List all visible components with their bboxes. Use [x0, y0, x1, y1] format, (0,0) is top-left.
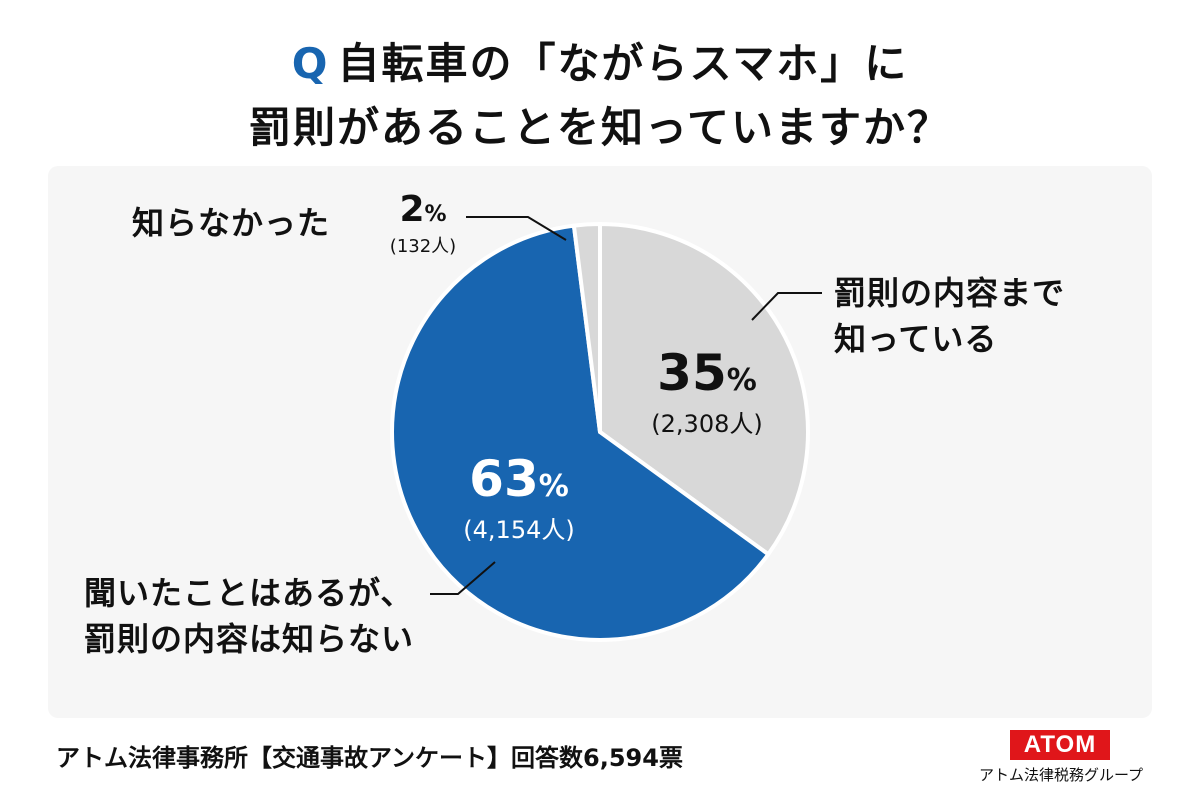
label-knows-penalty-line2: 知っている — [834, 320, 998, 358]
leader-line-knows-penalty — [751, 292, 822, 321]
pie-slice-heard-not-details — [390, 223, 771, 642]
percent-sign: % — [726, 363, 757, 398]
percent-sign: % — [538, 469, 569, 504]
label-heard-line1: 聞いたことはあるが、 — [84, 574, 414, 612]
atom-logo-subtitle: アトム法律税務グループ — [978, 766, 1144, 784]
leader-line-did-not-know — [466, 216, 567, 241]
pie-slice-did-not-know — [571, 221, 602, 434]
data-label-did-not-know: 2% (132人) — [368, 190, 478, 259]
label-did-not-know: 知らなかった — [132, 200, 330, 246]
percent-value-35: 35 — [657, 344, 727, 402]
label-did-not-know-line1: 知らなかった — [132, 204, 331, 242]
leader-line-heard-not-details — [430, 561, 496, 595]
question-mark-q: Q — [291, 39, 330, 88]
label-knows-penalty: 罰則の内容まで 知っている — [834, 270, 1065, 362]
atom-logo: ATOM — [1010, 730, 1110, 760]
pie-slice-knows-penalty — [598, 222, 810, 557]
percent-sign: % — [424, 202, 447, 227]
percent-value-63: 63 — [469, 450, 539, 508]
label-knows-penalty-line1: 罰則の内容まで — [834, 274, 1066, 312]
percent-value-2: 2 — [399, 189, 425, 230]
chart-title-line2: 罰則があることを知っていますか？ — [249, 103, 951, 152]
source-footnote: アトム法律事務所【交通事故アンケート】回答数6,594票 — [56, 744, 683, 772]
data-label-knows-penalty: 35% (2,308人) — [632, 346, 782, 440]
label-heard-line2: 罰則の内容は知らない — [84, 620, 415, 658]
count-value-4154: (4,154人) — [463, 516, 575, 544]
data-label-heard-not-details: 63% (4,154人) — [444, 452, 594, 546]
label-heard-not-details: 聞いたことはあるが、 罰則の内容は知らない — [84, 570, 414, 662]
title-text-line1: 自転車の「ながらスマホ」に — [337, 39, 909, 88]
count-value-2308: (2,308人) — [651, 410, 763, 438]
count-value-132: (132人) — [389, 236, 457, 257]
chart-title-line1: Q 自転車の「ながらスマホ」に — [0, 36, 1200, 92]
